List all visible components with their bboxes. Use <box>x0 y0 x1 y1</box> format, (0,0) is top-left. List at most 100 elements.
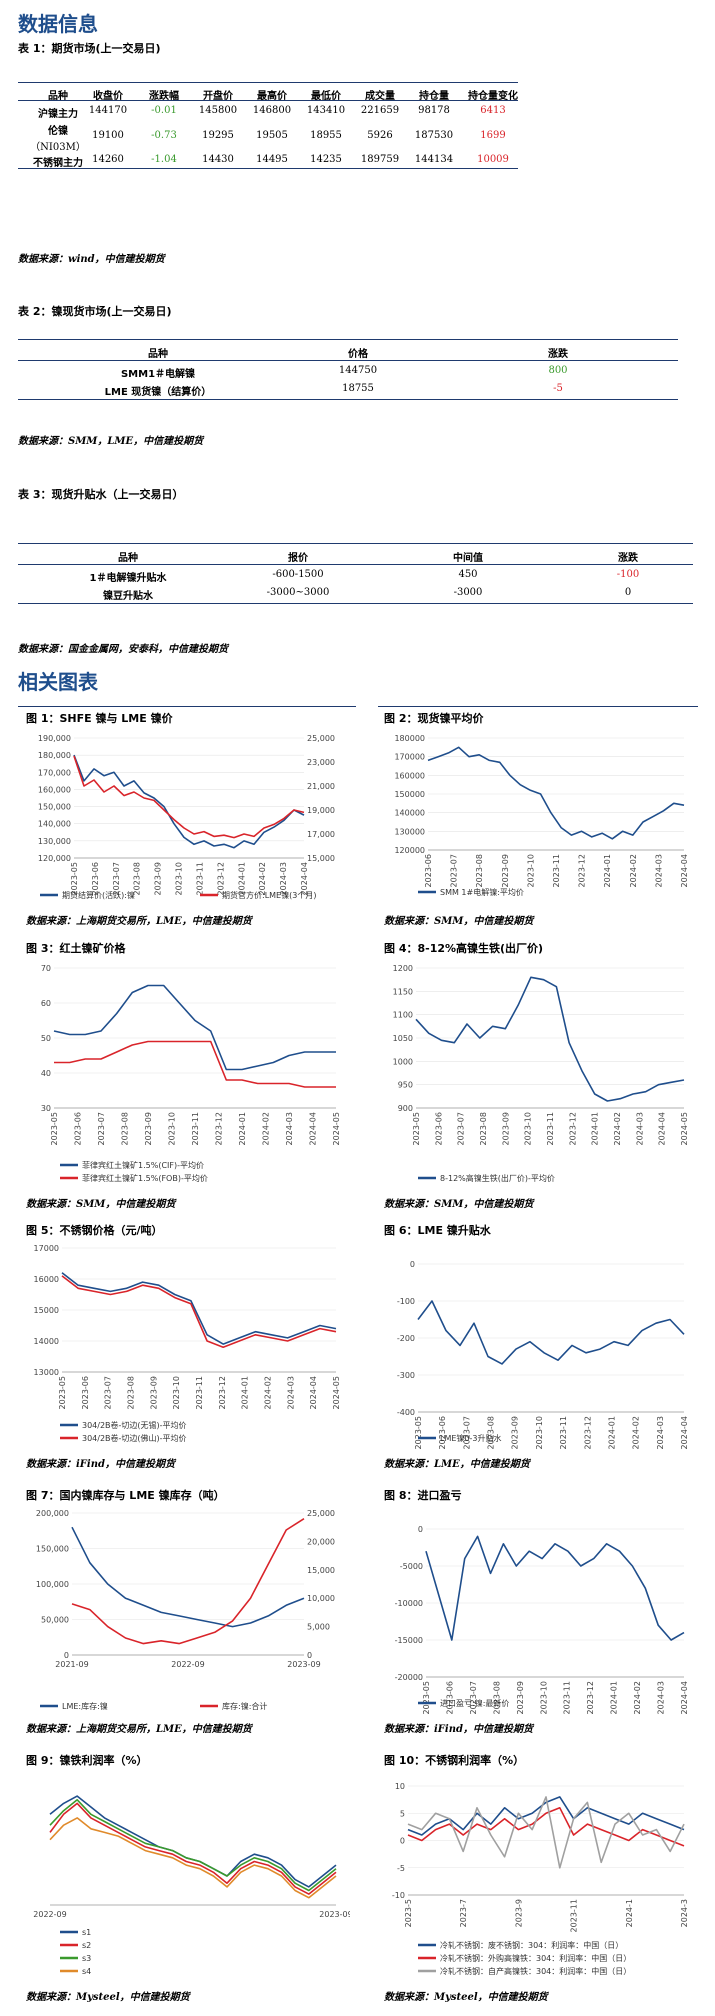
y-tick-label: 170,000 <box>38 768 71 777</box>
y-tick-label: 60 <box>41 999 51 1008</box>
y-tick-label: 1100 <box>393 1011 413 1020</box>
y-tick-label: 120000 <box>394 846 425 855</box>
x-tick-label: 2023-09 <box>516 1681 525 1714</box>
fig10-source: 数据来源：Mysteel，中信建投期货 <box>384 1992 548 2003</box>
series-line <box>417 1300 685 1365</box>
x-tick-label: 2024-01 <box>610 1681 619 1714</box>
y-tick-label: 40 <box>41 1069 51 1078</box>
x-tick-label: 2024-01 <box>591 1112 600 1145</box>
fig7-caption: 图 7：国内镍库存与 LME 镍库存（吨） <box>26 1489 225 1502</box>
y-tick-label: 17000 <box>34 1244 59 1253</box>
x-tick-label: 2023-06 <box>438 1416 447 1449</box>
fig1-rule <box>18 706 356 707</box>
x-tick-label: 2023-10 <box>526 854 535 887</box>
table1-header-row: 品种 收盘价 涨跌幅 开盘价 最高价 最低价 成交量 持仓量 持仓量变化 <box>18 87 518 102</box>
change: -100 <box>616 569 640 580</box>
row-name: 沪镍主力 <box>38 109 78 120</box>
x-tick-label: 2023-06 <box>91 862 100 895</box>
legend-label: 304/2B卷-切边(佛山)-平均价 <box>82 1433 187 1443</box>
table1-bottom-rule <box>18 168 518 169</box>
x-tick-label: 2023-5 <box>404 1899 413 1927</box>
x-tick-label: 2023-10 <box>175 862 184 895</box>
y2-tick-label: 25,000 <box>307 1509 335 1518</box>
y2-tick-label: 0 <box>307 1651 312 1660</box>
y-tick-label: 150,000 <box>38 803 71 812</box>
legend-label: LME镍0-3升贴水 <box>440 1433 501 1443</box>
y-tick-label: 15000 <box>34 1306 59 1315</box>
fig8-source: 数据来源：iFind，中信建投期货 <box>384 1724 533 1735</box>
x-tick-label: 2024-02 <box>632 1416 641 1449</box>
x-tick-label: 2023-09 <box>287 1660 320 1669</box>
x-tick-label: 2023-12 <box>578 854 587 887</box>
mid-value: -3000 <box>453 587 483 598</box>
y-tick-label: 1200 <box>393 964 413 973</box>
y-tick-label: 50,000 <box>41 1616 69 1625</box>
change-pct: -1.04 <box>151 154 177 165</box>
y-tick-label: -100 <box>397 1297 415 1306</box>
legend-label: s3 <box>82 1954 91 1963</box>
change: 800 <box>548 365 568 376</box>
row-name: 镍豆升贴水 <box>103 591 153 602</box>
x-tick-label: 2023-12 <box>216 862 225 895</box>
high-price: 14495 <box>256 154 288 165</box>
price: 144750 <box>338 365 378 376</box>
oi-change: 10009 <box>477 154 509 165</box>
y-tick-label: 150,000 <box>36 1545 69 1554</box>
x-tick-label: 2024-02 <box>633 1681 642 1714</box>
y-tick-label: 130000 <box>394 827 425 836</box>
row-name: LME 现货镍（结算价） <box>104 387 212 398</box>
legend-label: SMM 1#电解镍:平均价 <box>440 887 524 897</box>
table1-header: 最高价 <box>257 91 287 102</box>
x-tick-label: 2023-05 <box>70 862 79 895</box>
table3-header: 品种 <box>118 553 138 564</box>
x-tick-label: 2024-05 <box>680 1112 689 1145</box>
fig9-caption: 图 9：镍铁利润率（%） <box>26 1754 148 1767</box>
fig1-chart: 190,000 180,000 170,000 160,000 150,000 140,0… <box>20 728 350 906</box>
series-line <box>49 1802 337 1895</box>
legend-label: 菲律宾红土镍矿1.5%(FOB)-平均价 <box>82 1173 208 1183</box>
x-tick-label: 2022-09 <box>171 1660 204 1669</box>
f1-svg: 190,000 180,000 170,000 160,000 150,000 140,0… <box>38 734 335 900</box>
table2-caption: 表 2：镍现货市场(上一交易日) <box>18 305 172 318</box>
fig2-rule <box>378 706 698 707</box>
y-tick-label: 14000 <box>34 1337 59 1346</box>
y-tick-label: 1000 <box>393 1057 413 1066</box>
table2-source: 数据来源：SMM，LME，中信建投期货 <box>18 436 204 447</box>
volume: 189759 <box>360 154 400 165</box>
x-tick-label: 2023-11 <box>191 1112 200 1145</box>
y-tick-label: -5 <box>397 1864 405 1873</box>
table2-header: 价格 <box>348 349 368 360</box>
y-tick-label: 180000 <box>394 734 425 743</box>
y2-tick-label: 10,000 <box>307 1594 335 1603</box>
legend-label: s2 <box>82 1941 91 1950</box>
open-interest: 98178 <box>418 105 450 116</box>
table1-top-rule <box>18 82 518 83</box>
series-line <box>49 1798 337 1892</box>
table1-source: 数据来源：wind，中信建投期货 <box>18 254 165 265</box>
fig4-source: 数据来源：SMM，中信建投期货 <box>384 1199 534 1210</box>
row-name-code: （NI03M） <box>30 142 86 153</box>
x-tick-label: 2023-09 <box>511 1416 520 1449</box>
x-tick-label: 2024-02 <box>629 854 638 887</box>
open-interest: 187530 <box>414 130 454 141</box>
y2-tick-label: 23,000 <box>307 758 335 767</box>
y-tick-label: 0 <box>64 1651 69 1660</box>
fig3-source: 数据来源：SMM，中信建投期货 <box>26 1199 176 1210</box>
x-tick-label: 2023-09 <box>501 1112 510 1145</box>
x-tick-label: 2023-06 <box>445 1681 454 1714</box>
fig8-caption: 图 8：进口盈亏 <box>384 1489 462 1502</box>
table3-source: 数据来源：国金金属网，安泰科，中信建投期货 <box>18 644 228 655</box>
table1-caption: 表 1：期货市场(上一交易日) <box>18 42 161 55</box>
row-name: 伦镍 <box>48 126 68 137</box>
x-tick-label: 2024-01 <box>238 1112 247 1145</box>
table2-header: 品种 <box>148 349 168 360</box>
legend-label: 菲律宾红土镍矿1.5%(CIF)-平均价 <box>82 1160 204 1170</box>
fig9-chart: 2022-09 2023-09 s1 s2 s3 s4 <box>20 1770 350 1985</box>
fig2-caption: 图 2：现货镍平均价 <box>384 712 484 725</box>
close-price: 14260 <box>92 154 124 165</box>
series-line <box>61 1275 337 1348</box>
y-tick-label: 160,000 <box>38 785 71 794</box>
